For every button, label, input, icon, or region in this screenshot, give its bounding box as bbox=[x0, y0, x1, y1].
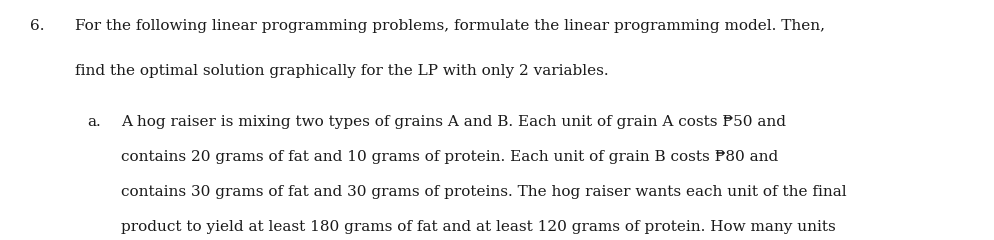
Text: find the optimal solution graphically for the LP with only 2 variables.: find the optimal solution graphically fo… bbox=[75, 64, 608, 78]
Text: 6.: 6. bbox=[30, 19, 45, 33]
Text: product to yield at least 180 grams of fat and at least 120 grams of protein. Ho: product to yield at least 180 grams of f… bbox=[121, 220, 836, 234]
Text: contains 30 grams of fat and 30 grams of proteins. The hog raiser wants each uni: contains 30 grams of fat and 30 grams of… bbox=[121, 185, 847, 199]
Text: A hog raiser is mixing two types of grains A and B. Each unit of grain A costs ₱: A hog raiser is mixing two types of grai… bbox=[121, 115, 786, 129]
Text: For the following linear programming problems, formulate the linear programming : For the following linear programming pro… bbox=[75, 19, 825, 33]
Text: a.: a. bbox=[87, 115, 101, 129]
Text: contains 20 grams of fat and 10 grams of protein. Each unit of grain B costs ₱80: contains 20 grams of fat and 10 grams of… bbox=[121, 150, 778, 164]
